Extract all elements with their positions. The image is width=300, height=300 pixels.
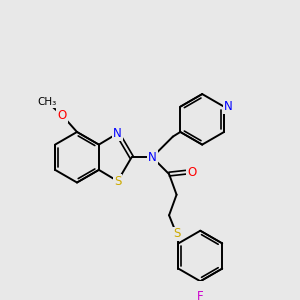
Text: N: N [224, 100, 232, 113]
Text: CH₃: CH₃ [38, 97, 57, 107]
Text: N: N [113, 127, 122, 140]
Text: O: O [57, 109, 67, 122]
Text: S: S [173, 227, 180, 241]
Text: S: S [114, 175, 121, 188]
Text: F: F [197, 290, 204, 300]
Text: N: N [148, 151, 157, 164]
Text: O: O [187, 166, 196, 179]
